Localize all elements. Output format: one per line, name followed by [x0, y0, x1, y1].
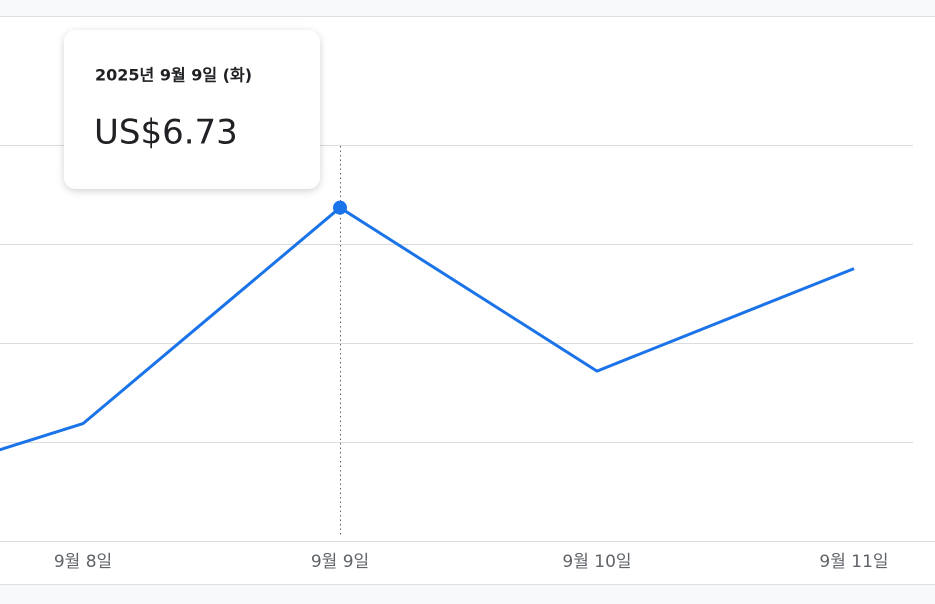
tooltip — [64, 30, 320, 189]
x-tick-label: 9월 8일 — [54, 552, 112, 572]
tooltip-value: US$6.73 — [94, 113, 238, 153]
x-tick-label: 9월 9일 — [311, 552, 369, 572]
hover-point — [333, 200, 347, 215]
x-tick-label: 9월 10일 — [562, 552, 631, 572]
bottom-strip — [0, 584, 935, 604]
line — [0, 206, 855, 452]
x-tick-label: 9월 11일 — [819, 552, 888, 572]
tooltip-title: 2025년 9월 9일 (화) — [95, 66, 252, 85]
top-strip — [0, 0, 935, 16]
